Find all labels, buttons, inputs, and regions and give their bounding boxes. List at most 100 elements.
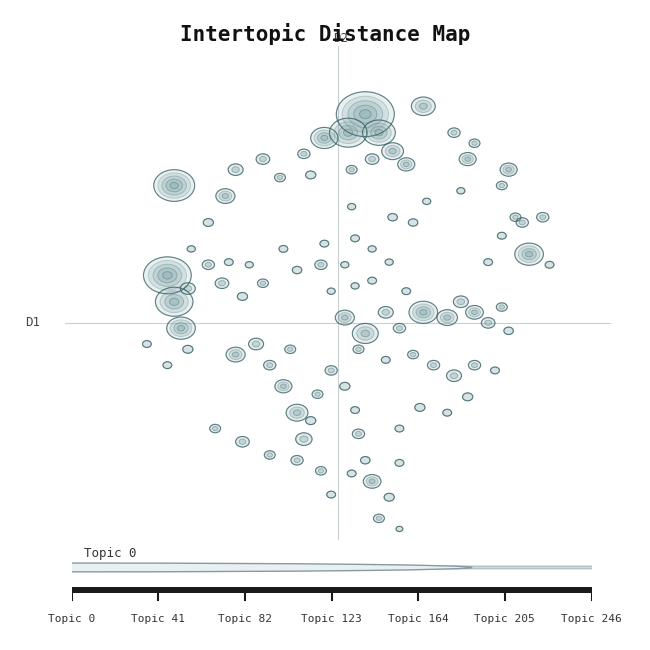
Circle shape — [370, 126, 387, 139]
Circle shape — [275, 380, 292, 393]
Circle shape — [400, 160, 412, 169]
Circle shape — [519, 220, 525, 225]
Circle shape — [469, 307, 480, 317]
Circle shape — [525, 252, 533, 257]
Circle shape — [444, 315, 450, 320]
Circle shape — [296, 433, 312, 445]
Circle shape — [450, 373, 458, 378]
Circle shape — [481, 318, 495, 328]
Circle shape — [347, 470, 356, 477]
Text: D1: D1 — [25, 316, 40, 329]
Circle shape — [518, 246, 540, 263]
Text: Topic 164: Topic 164 — [388, 614, 448, 624]
Circle shape — [465, 157, 471, 161]
Circle shape — [180, 283, 196, 294]
Circle shape — [522, 249, 536, 260]
Circle shape — [453, 296, 469, 307]
Circle shape — [274, 174, 285, 182]
Circle shape — [499, 305, 504, 309]
Circle shape — [448, 128, 460, 137]
Circle shape — [396, 326, 402, 331]
Circle shape — [202, 260, 215, 270]
Text: Topic 123: Topic 123 — [301, 614, 362, 624]
Circle shape — [472, 141, 477, 146]
Bar — [72, 587, 592, 593]
Circle shape — [174, 322, 188, 333]
Circle shape — [170, 298, 179, 306]
Circle shape — [365, 154, 379, 164]
Circle shape — [166, 179, 183, 192]
Circle shape — [398, 158, 415, 171]
Circle shape — [278, 176, 283, 179]
Circle shape — [281, 384, 286, 389]
Text: Topic 0: Topic 0 — [48, 614, 95, 624]
Circle shape — [374, 514, 384, 523]
Circle shape — [320, 240, 329, 247]
Circle shape — [328, 368, 334, 373]
Circle shape — [311, 127, 338, 149]
Circle shape — [385, 146, 400, 157]
Circle shape — [416, 307, 430, 318]
Circle shape — [459, 153, 476, 166]
Circle shape — [354, 105, 377, 123]
Circle shape — [376, 516, 382, 521]
Circle shape — [404, 162, 409, 166]
Circle shape — [219, 191, 232, 201]
Circle shape — [144, 257, 191, 294]
Circle shape — [359, 110, 371, 119]
Circle shape — [341, 261, 349, 268]
Circle shape — [265, 450, 275, 459]
Circle shape — [205, 263, 211, 267]
Circle shape — [415, 100, 432, 112]
Text: Intertopic Distance Map: Intertopic Distance Map — [180, 23, 470, 45]
Circle shape — [443, 410, 452, 416]
Circle shape — [363, 474, 381, 488]
Circle shape — [350, 407, 359, 413]
Circle shape — [545, 261, 554, 268]
Circle shape — [330, 118, 367, 147]
Circle shape — [451, 130, 457, 135]
Circle shape — [336, 92, 395, 136]
Circle shape — [158, 173, 190, 198]
Circle shape — [344, 129, 353, 136]
Circle shape — [457, 188, 465, 194]
Circle shape — [342, 315, 348, 320]
Circle shape — [153, 265, 182, 287]
Circle shape — [286, 404, 308, 421]
Circle shape — [170, 183, 178, 188]
Circle shape — [306, 171, 316, 179]
Circle shape — [177, 326, 185, 331]
Circle shape — [184, 285, 192, 291]
Circle shape — [340, 382, 350, 390]
Circle shape — [351, 283, 359, 289]
Circle shape — [327, 491, 335, 498]
Circle shape — [248, 338, 264, 350]
Circle shape — [356, 347, 361, 352]
Circle shape — [491, 367, 499, 374]
Circle shape — [162, 176, 187, 195]
Circle shape — [298, 149, 310, 159]
Circle shape — [224, 259, 233, 266]
Circle shape — [361, 330, 370, 337]
Circle shape — [266, 363, 273, 367]
Circle shape — [408, 350, 419, 359]
Circle shape — [485, 320, 491, 326]
Circle shape — [471, 363, 478, 367]
Circle shape — [430, 363, 437, 367]
Circle shape — [312, 390, 323, 398]
Circle shape — [515, 243, 543, 265]
Circle shape — [463, 393, 473, 401]
Circle shape — [457, 299, 465, 305]
Circle shape — [203, 218, 213, 226]
Circle shape — [301, 151, 307, 156]
Circle shape — [413, 304, 434, 320]
Circle shape — [210, 424, 220, 433]
Circle shape — [497, 181, 507, 190]
Circle shape — [318, 133, 332, 143]
Circle shape — [327, 288, 335, 294]
Circle shape — [395, 425, 404, 432]
Text: Topic 246: Topic 246 — [561, 614, 622, 624]
Circle shape — [437, 309, 458, 326]
Circle shape — [389, 148, 396, 154]
Circle shape — [369, 157, 376, 162]
